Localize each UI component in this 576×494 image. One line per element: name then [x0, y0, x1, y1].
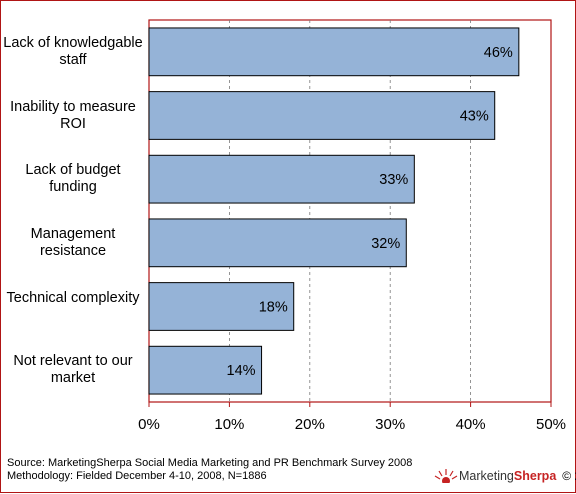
- brand-logo: MarketingSherpa © 2009: [433, 467, 576, 483]
- bar: [148, 345, 263, 395]
- bar-value-label: 18%: [259, 300, 288, 316]
- bar: [148, 27, 520, 77]
- x-tick-label: 30%: [375, 416, 406, 433]
- category-label: Not relevant to our market: [13, 353, 133, 387]
- x-tick-label: 0%: [138, 416, 160, 433]
- source-note: Source: MarketingSherpa Social Media Mar…: [7, 457, 413, 469]
- sun-logo-icon: [434, 469, 458, 483]
- bar-value-label: 43%: [460, 109, 489, 125]
- category-label: Management resistance: [30, 225, 116, 259]
- category-label: Technical complexity: [6, 289, 140, 306]
- bar: [148, 282, 295, 331]
- x-tick-label: 50%: [535, 416, 567, 433]
- bar: [148, 218, 407, 268]
- category-label: Lack of knowledgable staff: [3, 34, 143, 68]
- x-tick-label: 40%: [455, 416, 486, 433]
- x-tick-label: 10%: [214, 416, 245, 433]
- category-label: Lack of budget funding: [25, 162, 121, 196]
- brand-name-part2: Sherpa: [513, 469, 557, 483]
- bar: [148, 154, 415, 204]
- category-label: Inability to measure ROI: [10, 98, 136, 132]
- bar-value-label: 32%: [371, 236, 400, 252]
- bar-value-label: 33%: [379, 172, 408, 188]
- bar-value-label: 14%: [227, 363, 256, 379]
- copyright-text: © 2009: [562, 469, 576, 483]
- bar-value-label: 46%: [484, 45, 513, 61]
- plot-area: [148, 19, 552, 403]
- brand-name-part1: Marketing: [459, 469, 514, 483]
- methodology-note: Methodology: Fielded December 4-10, 2008…: [7, 470, 267, 482]
- bar: [148, 91, 496, 140]
- x-tick-label: 20%: [294, 416, 325, 433]
